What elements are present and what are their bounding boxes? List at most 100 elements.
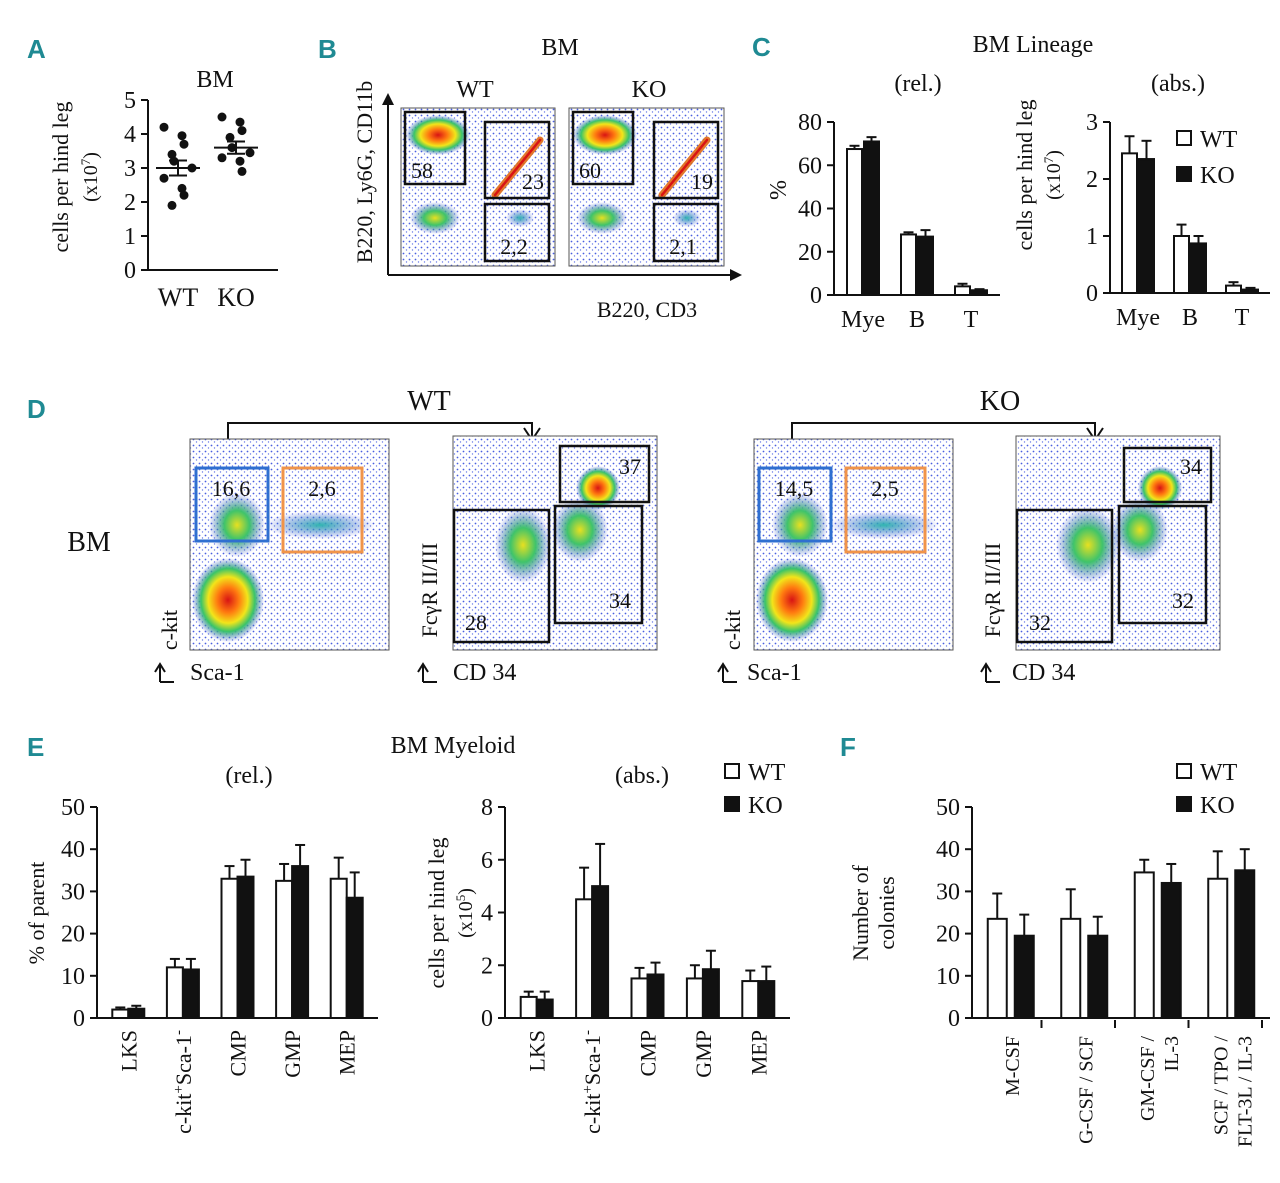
A-point-wt-2 [179, 139, 189, 149]
E-abs-ytick-label-2: 4 [481, 901, 493, 927]
panel-e-rel-chart: 0 10 20 30 40 50 LKS c-kit+Sca-1- CMP GMP MEP [61, 795, 378, 1134]
A-ytick-label-1: 1 [124, 224, 136, 250]
panel-a-chart: 0 1 2 3 4 5 WT KO [124, 88, 278, 312]
panel-e-rel-label: (rel.) [225, 763, 272, 789]
A-point-ko-0 [217, 112, 227, 122]
panel-b-wt-t-cluster [506, 209, 534, 227]
A-point-wt-9 [167, 200, 177, 210]
panel-b-title: BM [541, 35, 578, 61]
panel-d-ko-axis2-y: FcγR II/III [980, 543, 1005, 638]
A-point-wt-6 [159, 173, 169, 183]
panel-d-ko-mep-value: 32 [1029, 610, 1051, 635]
panel-c-abs-chart: 0 1 2 3 Mye B T [1086, 110, 1270, 331]
panel-e: BM Myeloid (rel.) (abs.) % of parent cel… [24, 733, 790, 1134]
panel-d-wt-gate-orange [281, 466, 364, 554]
panel-e-abs-chart: 0 2 4 6 8 LKS c-kit+Sca-1- CMP GMP MEP [481, 795, 790, 1134]
E-rel-bar-wt-0 [111, 1008, 130, 1019]
panel-b: BM B220, Ly6G, CD11b B220, CD3 WT 58 23 … [352, 35, 742, 322]
panel-d-ko-gate-gmp [1122, 446, 1213, 504]
C-rel-xtick-label-1: B [909, 307, 925, 333]
panel-d-wt-cmp-value: 34 [609, 588, 631, 613]
panel-letter-f: F [840, 732, 856, 762]
E-rel-xtick-label-0: LKS [116, 1030, 141, 1072]
A-point-ko-3 [225, 132, 235, 142]
panel-d-wt-axis2-x: CD 34 [453, 660, 516, 686]
panel-d-wt-gmp-value: 37 [619, 454, 641, 479]
C-rel-ytick-label-1: 20 [798, 240, 822, 266]
panel-letter-b: B [318, 34, 337, 64]
panel-d-wt-axis1-y: c-kit [157, 610, 182, 650]
panel-c: BM Lineage (rel.) (abs.) % cells per hin… [766, 32, 1270, 333]
E-abs-bar-wt-1 [575, 898, 594, 1019]
panel-d-wt-axis1-x: Sca-1 [190, 660, 245, 686]
A-point-wt-7 [177, 183, 187, 193]
E-rel-bar-ko-0 [127, 1007, 146, 1020]
panel-d-wt-title: WT [407, 386, 451, 417]
panel-b-wt-diagonal-core [493, 138, 542, 197]
C-abs-xtick-label-2: T [1235, 305, 1250, 331]
panel-d-ko-lsk-cluster [829, 511, 939, 539]
panel-d-wt-mep-cluster [495, 507, 551, 583]
panel-e-legend-wt-label: WT [748, 760, 786, 786]
F-ytick-label-4: 40 [936, 837, 960, 863]
F-bar-ko-1 [1087, 934, 1109, 1020]
E-abs-bar-ko-1 [591, 885, 610, 1019]
panel-d-ko-axis2-icon [980, 662, 1000, 683]
panel-b-ko-myeloid-cluster [573, 115, 637, 155]
panel-d-ko-gate-cmp [1117, 504, 1208, 625]
panel-d-wt-gate-gmp [558, 444, 651, 504]
panel-d-ko-title: KO [980, 386, 1020, 417]
panel-e-legend-ko-swatch [724, 796, 740, 812]
E-rel-ytick-label-2: 20 [61, 922, 85, 948]
panel-f-legend-wt-swatch [1176, 763, 1192, 779]
E-abs-xtick-label-1: c-kit+Sca-1- [580, 1030, 605, 1134]
F-xtick-label-2-0: GM-CSF / [1137, 1036, 1159, 1121]
panel-f-legend-ko-swatch [1176, 796, 1192, 812]
C-rel-xtick-label-2: T [964, 307, 979, 333]
E-abs-bar-ko-3 [701, 968, 720, 1019]
panel-e-legend-ko-label: KO [748, 793, 783, 819]
C-rel-bar-wt-2 [954, 285, 971, 297]
E-rel-bar-ko-3 [291, 865, 310, 1020]
E-rel-ytick-label-5: 50 [61, 795, 85, 821]
E-rel-bar-ko-1 [181, 968, 200, 1019]
panel-a-ylabel: cells per hind leg [48, 102, 73, 253]
panel-c-legend-ko-label: KO [1200, 163, 1235, 189]
E-rel-ytick-label-1: 10 [61, 964, 85, 990]
panel-b-ko-diagonal-core [660, 138, 709, 197]
panel-d-ko-gmp-value: 34 [1180, 454, 1202, 479]
A-point-ko-1 [235, 117, 245, 127]
panel-b-wt-gate-myeloid [403, 110, 467, 186]
F-xtick-label-3-0: SCF / TPO / [1210, 1036, 1232, 1136]
panel-e-title: BM Myeloid [391, 733, 516, 759]
C-rel-bar-ko-2 [971, 289, 988, 296]
panel-e-legend: WT KO [724, 760, 786, 819]
panel-d-ko-cmp-value: 32 [1172, 588, 1194, 613]
E-rel-bar-ko-4 [345, 896, 364, 1019]
A-point-ko-7 [235, 156, 245, 166]
F-ytick-label-3: 30 [936, 879, 960, 905]
panel-c-abs-yunit: (x107) [1041, 150, 1065, 200]
F-ytick-label-0: 0 [948, 1006, 960, 1032]
panel-d-ko-mep-cluster [1056, 507, 1120, 583]
E-rel-xtick-label-4: MEP [335, 1030, 360, 1075]
panel-d-ko-gate-blue [757, 466, 833, 543]
C-abs-ytick-label-1: 1 [1086, 224, 1098, 250]
E-abs-ytick-label-1: 2 [481, 953, 493, 979]
panel-d-ko-ckit-gate-value: 14,5 [775, 476, 814, 501]
C-rel-bar-wt-1 [900, 233, 917, 296]
panel-c-legend-wt-label: WT [1200, 127, 1238, 153]
E-abs-xtick-label-2: CMP [636, 1030, 661, 1076]
F-xtick-label-1: G-CSF / SCF [1075, 1036, 1097, 1144]
C-rel-ytick-label-2: 40 [798, 197, 822, 223]
E-abs-bar-wt-3 [685, 977, 704, 1019]
E-abs-xtick-label-0: LKS [525, 1030, 550, 1072]
panel-d-ko-axis1-icon [717, 662, 737, 683]
panel-c-rel-chart: 0 20 40 60 80 Mye B T [798, 110, 1000, 333]
A-ytick-label-4: 4 [124, 122, 136, 148]
panel-letter-c: C [752, 32, 771, 62]
C-rel-bar-ko-0 [863, 140, 880, 296]
panel-b-ko-gate-t [652, 202, 720, 263]
C-abs-xtick-label-0: Mye [1116, 305, 1160, 331]
